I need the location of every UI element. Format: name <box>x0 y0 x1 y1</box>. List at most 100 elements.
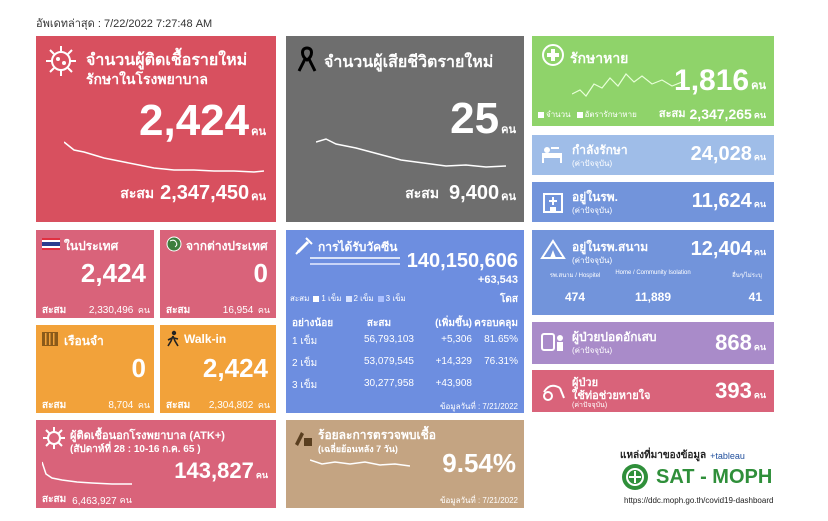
domestic-value: 2,424 <box>80 258 146 288</box>
legend-dose2-label: 2 เข็ม <box>353 294 374 303</box>
new-cases-subtitle: รักษาในโรงพยาบาล <box>86 71 208 87</box>
imported-value: 0 <box>253 258 268 288</box>
tableau-logo[interactable]: +tableau <box>710 450 745 461</box>
treating-subtitle: (ค่าปัจจุบัน) <box>572 159 613 168</box>
treating-title: กำลังรักษา <box>572 143 628 157</box>
vaccine-dose-unit: โดส <box>500 294 518 305</box>
syringe-icon <box>295 237 313 255</box>
vaccine-row-cov <box>472 378 518 393</box>
positivity-title: ร้อยละการตรวจพบเชื้อ <box>318 428 436 442</box>
recovered-total-unit: คน <box>753 110 766 120</box>
positivity-subtitle: (เฉลี่ยย้อนหลัง 7 วัน) <box>318 444 398 454</box>
vaccine-row-dose: 2 เข็ม <box>292 358 318 369</box>
legend-dose2-swatch <box>345 295 352 302</box>
vaccine-header-inc: (เพิ่มขึ้น) <box>435 318 472 329</box>
thailand-flag-icon <box>42 238 60 250</box>
medical-cross-icon <box>542 44 564 66</box>
domestic-total: 2,330,496 <box>88 305 134 316</box>
ventilator-tile[interactable]: ผู้ป่วย ใช้ท่อช่วยหายใจ (ค่าปัจจุบัน) 39… <box>532 370 774 412</box>
vaccine-row-cov: 76.31% <box>484 356 518 367</box>
dashboard-url[interactable]: https://ddc.moph.go.th/covid19-dashboard <box>624 496 774 505</box>
positivity-tile[interactable]: ร้อยละการตรวจพบเชื้อ (เฉลี่ยย้อนหลัง 7 ว… <box>286 420 524 508</box>
vaccine-row: 2 เข็ม 53,079,545 +14,329 76.31% <box>292 356 518 371</box>
domestic-title: ในประเทศ <box>64 239 119 253</box>
legend-dose3-swatch <box>377 295 384 302</box>
last-updated: อัพเดทล่าสุด : 7/22/2022 7:27:48 AM <box>36 18 213 30</box>
atk-total-label: สะสม <box>42 494 67 505</box>
imported-total-unit: คน <box>257 305 270 315</box>
recovered-total-label: สะสม <box>658 108 686 120</box>
vaccine-date: ข้อมูลวันที่ : 7/21/2022 <box>440 402 518 411</box>
pneumonia-subtitle: (ค่าปัจจุบัน) <box>572 346 613 355</box>
positivity-trend-line <box>310 459 410 467</box>
atk-subtitle: (สัปดาห์ที่ 28 : 10-16 ก.ค. 65 ) <box>70 444 201 455</box>
atk-total: 6,463,927 <box>72 496 117 507</box>
walkin-title: Walk-in <box>184 332 227 346</box>
pneumonia-tile[interactable]: ผู้ป่วยปอดอักเสบ (ค่าปัจจุบัน) 868 คน <box>532 322 774 364</box>
atk-unit: คน <box>255 470 268 480</box>
atk-trend-line <box>42 461 132 485</box>
walking-person-icon <box>167 330 179 347</box>
vaccine-row-total: 53,079,545 <box>363 356 414 367</box>
field-col-value: 474 <box>564 290 586 304</box>
field-hospital-tile[interactable]: อยู่ในรพ.สนาม (ค่าปัจจุบัน) 12,404 คน รพ… <box>532 230 774 315</box>
field-hospital-subtitle: (ค่าปัจจุบัน) <box>572 256 613 265</box>
vaccine-tile[interactable]: การได้รับวัคซีน 140,150,606 +63,543 สะสม… <box>286 230 524 413</box>
pneumonia-value: 868 <box>715 330 752 355</box>
new-cases-tile[interactable]: จำนวนผู้ติดเชื้อรายใหม่ รักษาในโรงพยาบาล… <box>36 36 276 222</box>
imported-tile[interactable]: จากต่างประเทศ 0 สะสม 16,954 คน <box>160 230 276 318</box>
vaccine-row-inc: +5,306 <box>441 334 472 345</box>
field-col-label: รพ.สนาม / Hospitel <box>549 273 601 279</box>
recovered-title: รักษาหาย <box>570 50 629 66</box>
recovered-tile[interactable]: รักษาหาย 1,816 คน จำนวน อัตรารักษาหาย สะ… <box>532 36 774 126</box>
vaccine-delta: +63,543 <box>477 274 518 286</box>
new-cases-total: 2,347,450 <box>160 182 250 204</box>
walkin-total-unit: คน <box>257 400 270 410</box>
positivity-date: ข้อมูลวันที่ : 7/21/2022 <box>440 496 518 505</box>
recovered-trend-line <box>572 73 682 97</box>
deaths-total: 9,400 <box>449 182 500 204</box>
walkin-tile[interactable]: Walk-in 2,424 สะสม 2,304,802 คน <box>160 325 276 413</box>
new-cases-total-unit: คน <box>251 191 266 203</box>
in-hospital-value: 11,624 <box>691 190 752 212</box>
legend-count-swatch <box>538 111 544 118</box>
vaccine-row-cov: 81.65% <box>484 334 518 345</box>
deaths-title: จำนวนผู้เสียชีวิตรายใหม่ <box>324 54 494 71</box>
source-label: แหล่งที่มาของข้อมูล <box>620 450 707 461</box>
virus-icon <box>46 46 76 76</box>
field-col-label: Home / Community Isolation <box>615 270 691 276</box>
moph-logo-icon <box>622 464 648 490</box>
prison-tile[interactable]: เรือนจำ 0 สะสม 8,704 คน <box>36 325 154 413</box>
new-cases-value: 2,424 <box>139 96 250 145</box>
vaccine-title: การได้รับวัคซีน <box>318 240 398 254</box>
ventilator-value: 393 <box>715 378 752 403</box>
ventilator-title-line2: ใช้ท่อช่วยหายใจ <box>572 390 651 402</box>
atk-title: ผู้ติดเชื้อนอกโรงพยาบาล (ATK+) <box>70 430 225 442</box>
vaccine-header-dose: อย่างน้อย <box>292 318 334 329</box>
imported-title: จากต่างประเทศ <box>186 239 268 253</box>
in-hospital-tile[interactable]: อยู่ในรพ. (ค่าปัจจุบัน) 11,624 คน <box>532 182 774 222</box>
treating-tile[interactable]: กำลังรักษา (ค่าปัจจุบัน) 24,028 คน <box>532 135 774 175</box>
prison-title: เรือนจำ <box>64 334 104 348</box>
new-cases-unit: คน <box>251 126 266 138</box>
vaccine-header-cov: ครอบคลุม <box>474 318 518 329</box>
deaths-tile[interactable]: จำนวนผู้เสียชีวิตรายใหม่ 25 คน สะสม 9,40… <box>286 36 524 222</box>
domestic-total-unit: คน <box>137 305 150 315</box>
domestic-tile[interactable]: ในประเทศ 2,424 สะสม 2,330,496 คน <box>36 230 154 318</box>
ventilator-icon <box>543 384 565 401</box>
legend-count-label: จำนวน <box>546 110 571 119</box>
in-hospital-subtitle: (ค่าปัจจุบัน) <box>572 206 613 215</box>
prison-bars-icon <box>42 332 58 346</box>
brand-name: SAT - MOPH <box>656 466 773 488</box>
atk-tile[interactable]: ผู้ติดเชื้อนอกโรงพยาบาล (ATK+) (สัปดาห์ท… <box>36 420 276 508</box>
legend-dose1-label: 1 เข็ม <box>321 294 342 303</box>
imported-total: 16,954 <box>222 305 254 316</box>
field-hospital-value: 12,404 <box>690 238 752 260</box>
prison-value: 0 <box>131 353 146 383</box>
legend-dose3-label: 3 เข็ม <box>385 294 406 303</box>
new-cases-trend-line <box>64 141 264 173</box>
patient-lungs-icon <box>541 333 563 351</box>
deaths-value: 25 <box>450 94 500 143</box>
prison-total-label: สะสม <box>42 400 67 411</box>
recovered-total: 2,347,265 <box>689 106 752 122</box>
